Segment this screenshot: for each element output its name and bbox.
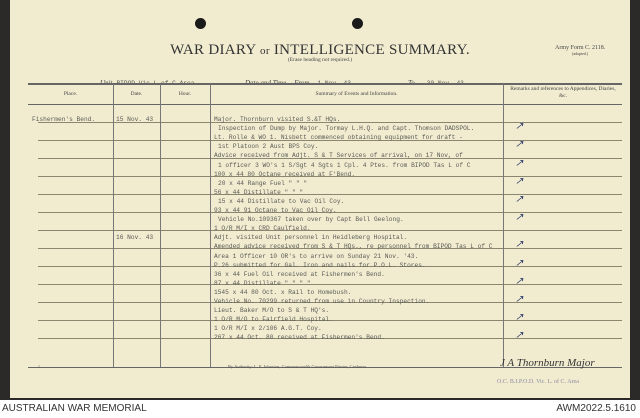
header-place: Place. [63,91,78,97]
summary-line: Vehicle No. 70299 returned from use in C… [214,298,430,305]
summary-line: Lieut. Baker M/O to S & T HQ's. [214,307,330,315]
initials-tick-icon: ↗ [515,157,524,169]
initials-tick-icon: ↗ [515,193,524,205]
summary-line: Vehicle No.109367 taken over by Capt Bel… [218,216,404,224]
punch-hole [352,18,363,29]
page-title: WAR DIARY or INTELLIGENCE SUMMARY. [170,42,470,58]
signatory-stamp: O.C. B.I.P.O.D. Vic. L. of C. Area [497,379,579,385]
page-number: 1. [38,364,41,369]
initials-tick-icon: ↗ [515,175,524,187]
initials-tick-icon: ↗ [515,294,524,305]
date-from-field: Date and Time.—From 1 Nov. 43 [245,72,351,90]
institution-name: AUSTRALIAN WAR MEMORIAL [2,403,147,414]
initials-tick-icon: ↗ [515,139,524,151]
summary-line: P.26 submitted for Gal. Iron and nails f… [214,261,426,269]
initials-tick-icon: ↗ [515,212,524,224]
initials-tick-icon: ↗ [515,275,524,287]
divider [28,367,622,368]
accession-number: AWM2022.5.1610 [556,403,636,414]
initials-tick-icon: ↗ [515,330,524,342]
punch-hole [195,18,206,29]
summary-line: 1 O/R M/O to Fairfield Hospital. [214,316,333,324]
summary-line: 1 O/R M/I x 2/106 A.G.T. Coy. [214,325,322,333]
summary-line: 100 x 44 80 Octane received at F'Bend. [214,170,356,178]
summary-line: 20 x 44 Range Fuel " " " [218,179,308,187]
summary-line: Major. Thornburn visited S.&T HQs. [214,116,341,123]
header-summary: Summary of Events and Information. [315,91,398,97]
summary-line: Inspection of Dump by Major. Tormay L.H.… [218,125,475,133]
column-divider [113,84,114,367]
subtitle: (Erase heading not required.) [287,57,353,63]
date-to-field: To 30 Nov. 43 [408,72,464,90]
summary-line: 36 x 44 Fuel Oil received at Fishermen's… [214,270,385,278]
initials-tick-icon: ↗ [515,312,524,324]
summary-line: 1545 x 44 80 Oct. x Rail to Homebush. [214,288,352,296]
entry-date: 16 Nov. 43 [116,234,154,242]
summary-line: Adjt. visited Unit personnel in Heidlebe… [214,234,408,242]
summary-line: 1 O/R M/I x CRD Caulfield. [214,225,311,233]
header-remarks: Remarks and references to Appendices, Di… [510,86,616,99]
printer-authority: By Authority: L. F. Johnston, Commonweal… [228,364,368,369]
summary-line: 1st Platoon 2 Aust BPS Coy. [218,143,319,151]
summary-line: Advice received from Adjt. S & T Service… [214,152,463,160]
initials-tick-icon: ↗ [515,239,524,251]
summary-line: 1 officer 3 WO's 1 S/Sgt 4 Sgts 1 Cpl. 4… [218,161,471,169]
initials-tick-icon: ↗ [515,121,524,133]
header-date: Date. [130,91,143,97]
divider [28,83,622,85]
divider [28,104,622,105]
summary-line: Area 1 Officer 10 OR's to arrive on Sund… [214,252,419,260]
army-form: Army Form C. 2118. (adapted.) [555,45,606,56]
header-hour: Hour. [178,91,192,97]
summary-line: 267 x 44 Oct. 80 received at Fishermen's… [214,334,385,342]
entry-place: Fishermen's Bend. [32,116,96,123]
column-divider [210,84,211,367]
summary-line: 56 x 44 Distillate " " " [214,188,304,196]
column-divider [503,84,504,367]
unit-field: Unit BIPOD Vic L of C Area. [100,72,198,90]
ruled-lines [38,105,622,348]
initials-tick-icon: ↗ [515,257,524,269]
caption-bar: AUSTRALIAN WAR MEMORIAL AWM2022.5.1610 [0,400,640,418]
signature: J A Thornburn Major [500,357,595,369]
summary-line: 93 x 44 91 Octane to Vac Oil Coy. [214,207,337,214]
summary-line: 15 x 44 Distillate to Vac Oil Coy. [218,197,345,205]
summary-line: 87 x 44 Distillate " " " " [214,279,311,287]
entry-date: 15 Nov. 43 [116,116,154,123]
diary-page: WAR DIARY or INTELLIGENCE SUMMARY. (Eras… [10,0,630,398]
summary-line: Amended advice received from S & T HQs.,… [214,243,493,251]
column-divider [160,84,161,367]
summary-line: Lt. Rolle & WO 1. Nisbett commenced obta… [214,134,463,142]
